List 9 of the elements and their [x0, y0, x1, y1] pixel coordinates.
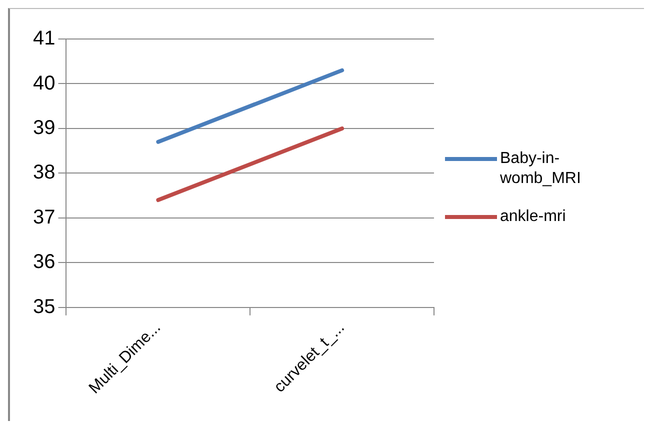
- y-tick-label: 35: [32, 296, 56, 318]
- legend-label: ankle-mri: [500, 207, 567, 227]
- legend-label: Baby-in-womb_MRI: [500, 149, 582, 189]
- y-tick-label: 41: [32, 28, 56, 50]
- y-tick-label: 39: [32, 116, 56, 139]
- y-tick-label: 40: [32, 72, 56, 94]
- y-tick-label: 38: [32, 162, 56, 184]
- y-tick-label: 36: [32, 251, 56, 274]
- y-tick-label: 37: [32, 206, 56, 228]
